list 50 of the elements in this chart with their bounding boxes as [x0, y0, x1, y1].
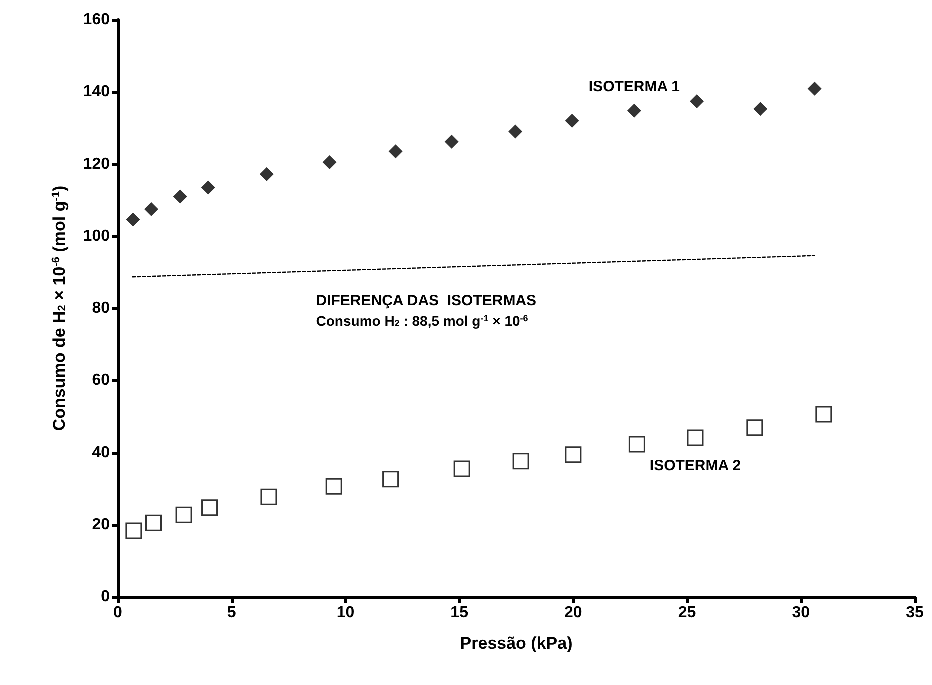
- annotation: DIFERENÇA DAS ISOTERMAS: [316, 292, 537, 310]
- x-tick-label: 30: [792, 604, 810, 622]
- point: [565, 114, 580, 128]
- y-tick-label: 40: [92, 444, 110, 462]
- series-label: ISOTERMA 1: [588, 78, 680, 96]
- y-tick-label: 100: [83, 228, 110, 245]
- point: [687, 430, 704, 446]
- point: [512, 453, 530, 470]
- point: [690, 94, 704, 108]
- point: [746, 420, 764, 436]
- x-tick-label: 25: [678, 604, 696, 622]
- y-tick-label: 80: [92, 300, 110, 317]
- y-tick-label: 60: [92, 372, 110, 390]
- x-axis-title: Pressão (kPa): [460, 634, 573, 653]
- point: [444, 134, 459, 149]
- y-tick-label: 120: [83, 156, 110, 173]
- point: [808, 82, 822, 96]
- point: [126, 212, 140, 227]
- point: [382, 471, 400, 488]
- y-tick-label: 160: [83, 12, 110, 28]
- y-axis-title: Consumo de H2 × 10-6 (mol g-1): [50, 186, 69, 432]
- x-tick-label: 10: [336, 604, 355, 622]
- point: [146, 514, 162, 532]
- point: [565, 446, 582, 464]
- point: [322, 155, 337, 170]
- point: [326, 478, 342, 495]
- point: [628, 436, 646, 453]
- point: [202, 500, 218, 516]
- series-label: ISOTERMA 2: [650, 457, 742, 474]
- y-tick-label: 140: [83, 84, 110, 101]
- point: [144, 202, 158, 216]
- x-tick-label: 35: [906, 604, 924, 622]
- x-tick-label: 20: [564, 604, 582, 622]
- point: [508, 124, 523, 139]
- x-tick-label: 15: [450, 604, 469, 622]
- x-tick-label: 5: [227, 604, 236, 622]
- point: [388, 144, 403, 159]
- y-tick-label: 20: [92, 516, 110, 534]
- point: [176, 506, 192, 524]
- point: [454, 460, 470, 478]
- point: [816, 406, 832, 423]
- point: [260, 167, 274, 182]
- point: [754, 102, 768, 116]
- point: [260, 488, 278, 506]
- point: [173, 190, 188, 204]
- point: [627, 104, 642, 118]
- y-tick-label: 0: [101, 588, 110, 606]
- point: [201, 180, 216, 195]
- point: [126, 522, 142, 540]
- x-tick-label: 0: [114, 604, 123, 622]
